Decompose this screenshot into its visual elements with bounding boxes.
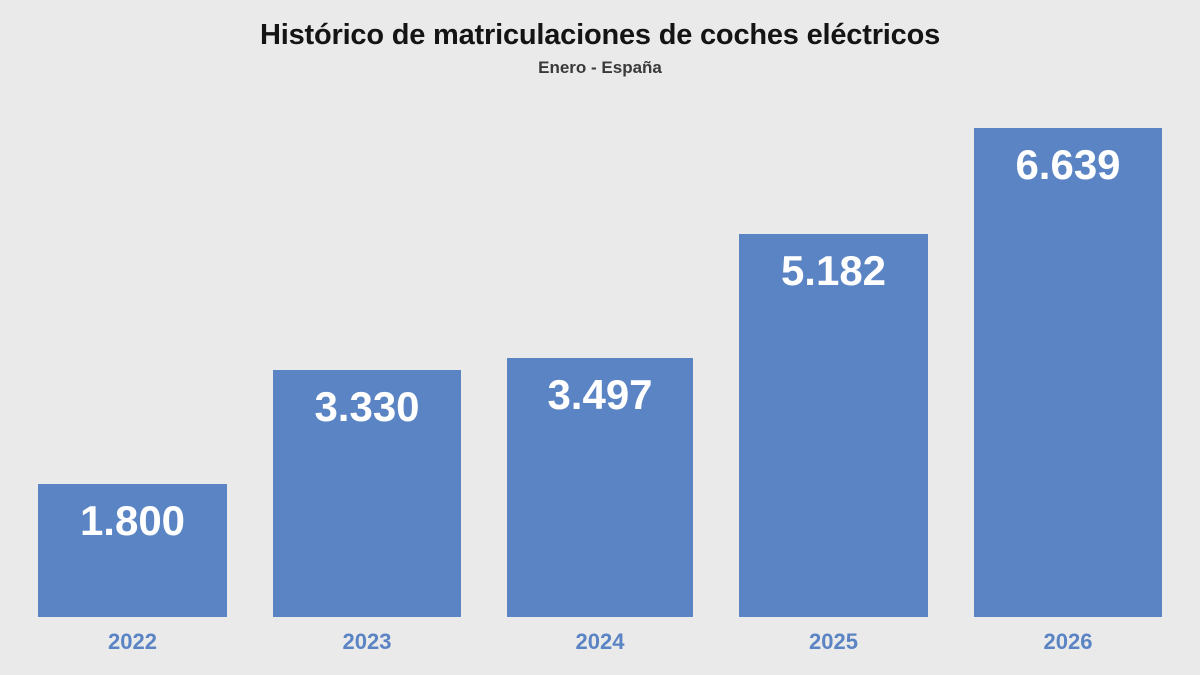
bar-value-label: 6.639 xyxy=(1015,141,1121,188)
category-label-2023: 2023 xyxy=(342,629,392,654)
bar-group-2025: 5.182 2025 xyxy=(739,0,928,675)
bar-group-2026: 6.639 2026 xyxy=(974,0,1162,675)
bar-2025[interactable]: 5.182 xyxy=(739,234,928,617)
category-label-2026: 2026 xyxy=(1043,629,1093,654)
bar-2024[interactable]: 3.497 xyxy=(507,358,693,617)
bar-value-label: 1.800 xyxy=(79,497,186,544)
bar-2023[interactable]: 3.330 xyxy=(273,370,461,617)
bar-2022[interactable]: 1.800 xyxy=(38,484,227,617)
chart-subtitle: Enero - España xyxy=(538,58,662,77)
chart-header: Histórico de matriculaciones de coches e… xyxy=(0,0,1200,80)
chart-title: Histórico de matriculaciones de coches e… xyxy=(259,19,941,51)
bar-group-2024: 3.497 2024 xyxy=(507,0,693,675)
category-label-2024: 2024 xyxy=(575,629,625,654)
category-label-2025: 2025 xyxy=(809,629,858,654)
bar-group-2023: 3.330 2023 xyxy=(273,0,461,675)
bar-2026[interactable]: 6.639 xyxy=(974,128,1162,617)
bar-group-2022: 1.800 2022 xyxy=(38,0,227,675)
bar-value-label: 3.497 xyxy=(547,371,653,418)
bar-value-label: 5.182 xyxy=(780,247,887,294)
bar-value-label: 3.330 xyxy=(314,383,420,430)
category-label-2022: 2022 xyxy=(108,629,157,654)
